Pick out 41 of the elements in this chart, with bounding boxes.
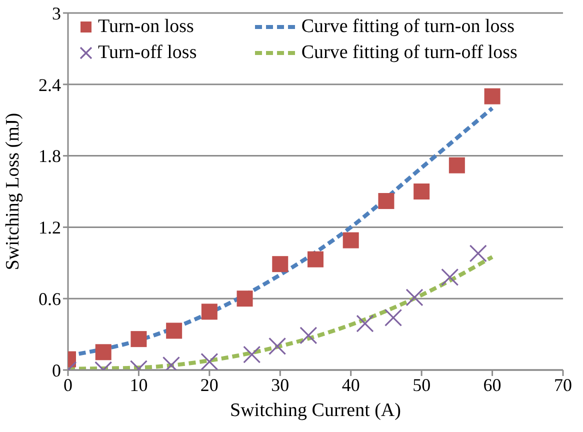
y-tick-label: 1.8 — [38, 146, 61, 166]
y-tick-label: 1.2 — [38, 218, 61, 238]
point — [406, 288, 424, 306]
legend-label: Turn-on loss — [98, 16, 194, 38]
point — [441, 268, 459, 286]
point — [200, 352, 218, 370]
point — [384, 308, 402, 326]
x-tick-label: 20 — [200, 374, 218, 395]
legend-label: Curve fitting of turn-off loss — [301, 42, 518, 64]
y-axis-title: Switching Loss (mJ) — [2, 112, 24, 270]
point — [448, 157, 465, 174]
point — [308, 251, 324, 268]
x-tick-label: 40 — [342, 374, 360, 395]
point — [201, 304, 218, 320]
x-tick-label: 50 — [412, 374, 431, 395]
y-tick-label: 3 — [52, 3, 61, 24]
legend-label: Turn-off loss — [98, 42, 197, 64]
point — [243, 346, 261, 364]
point — [300, 326, 318, 344]
point — [130, 331, 147, 348]
x-tick-label: 10 — [130, 374, 148, 395]
point — [342, 232, 359, 248]
x-tick-label: 60 — [483, 374, 502, 395]
point — [268, 337, 286, 355]
point — [272, 256, 288, 272]
line-series — [68, 254, 494, 370]
point — [469, 244, 487, 262]
point — [356, 314, 374, 332]
point — [95, 344, 112, 360]
point — [378, 193, 394, 210]
legend-label: Curve fitting of turn-on loss — [301, 16, 515, 38]
point — [166, 322, 182, 339]
y-tick-label: 2.4 — [38, 74, 61, 95]
point — [236, 290, 253, 307]
y-tick-label: 0.6 — [38, 288, 61, 309]
x-tick-label: 70 — [554, 374, 572, 395]
point — [414, 184, 430, 200]
point — [484, 88, 500, 104]
x-axis-title: Switching Current (A) — [230, 400, 401, 421]
x-tick-label: 30 — [271, 374, 290, 395]
y-tick-label: 0 — [52, 360, 61, 380]
